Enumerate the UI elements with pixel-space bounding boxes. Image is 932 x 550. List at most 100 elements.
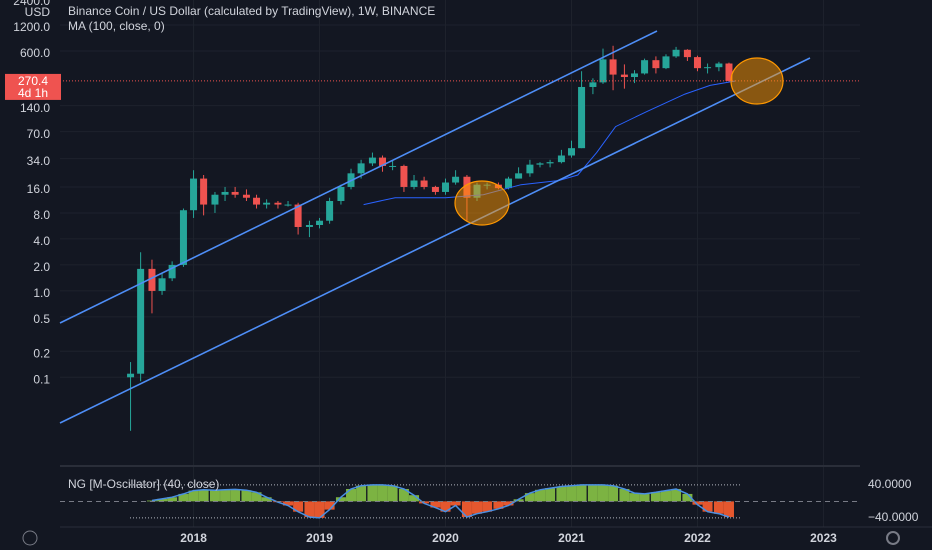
candle-body — [431, 186, 439, 192]
oscillator-bar — [556, 486, 567, 502]
zoom-icon[interactable] — [22, 530, 38, 546]
oscillator-bar — [535, 489, 545, 502]
candle-body — [620, 74, 628, 78]
oscillator-bar — [167, 497, 178, 502]
highlight-circle — [730, 57, 784, 105]
oscillator-bar — [293, 501, 304, 512]
price-tag — [5, 73, 61, 100]
candle-body — [546, 162, 554, 164]
candle-body — [253, 197, 261, 205]
oscillator-bar — [261, 497, 272, 502]
candle-body — [442, 182, 450, 192]
y-tick-label: 600.0 — [20, 46, 50, 60]
candle-body — [242, 194, 250, 198]
channel-upper — [59, 30, 658, 324]
oscillator-bar — [513, 499, 524, 502]
candle-body — [337, 186, 345, 201]
x-tick-label: 2020 — [432, 531, 459, 545]
candle-body — [137, 268, 145, 374]
candle-body — [294, 204, 302, 227]
candle-body — [168, 264, 176, 279]
oscillator-bar — [251, 492, 262, 502]
candle-body — [452, 176, 460, 183]
oscillator-bar — [587, 484, 598, 502]
candle-body — [641, 60, 649, 74]
oscillator-bar — [419, 501, 430, 504]
candle-body — [148, 268, 156, 291]
y-tick-label: 2.0 — [33, 260, 50, 274]
oscillator-bar — [576, 484, 587, 502]
candle-body — [704, 67, 712, 69]
candle-body — [179, 210, 187, 265]
y-tick-label: 4.0 — [33, 234, 50, 248]
oscillator-bar — [314, 501, 325, 518]
oscillator-bar — [660, 490, 671, 502]
candle-body — [567, 148, 575, 156]
oscillator-bar — [304, 501, 315, 518]
y-tick-label: 0.1 — [33, 372, 50, 386]
candle-body — [357, 163, 365, 174]
oscillator-bar — [335, 497, 346, 502]
candle-body — [526, 164, 534, 174]
y-tick-label: 8.0 — [33, 208, 50, 222]
oscillator-bar — [178, 493, 189, 502]
oscillator-bar — [356, 485, 367, 502]
price-tag-value: 270.4 — [18, 74, 48, 88]
drawings: Binance Coin / US Dollar (calculated by … — [5, 0, 932, 546]
candle-body — [420, 180, 428, 187]
oscillator-bar — [450, 501, 461, 506]
oscillator-bar — [220, 489, 231, 502]
oscillator-bar — [472, 501, 483, 514]
candle-body — [515, 173, 523, 179]
oscillator-bar — [377, 484, 388, 502]
x-tick-label: 2023 — [810, 531, 837, 545]
oscillator-bar — [493, 501, 504, 509]
oscillator-bar — [597, 484, 608, 502]
oscillator-bar — [188, 490, 199, 502]
oscillator-bar — [713, 501, 724, 514]
oscillator-bar — [650, 492, 661, 502]
oscillator-bar — [461, 501, 472, 518]
candle-body — [305, 224, 313, 227]
oscillator-bar — [566, 485, 577, 502]
candle-body — [589, 82, 597, 87]
candle-body — [662, 56, 670, 69]
candle-body — [672, 49, 680, 57]
candle-body — [221, 191, 229, 195]
oscillator-bar — [198, 489, 209, 502]
oscillator-line — [151, 484, 730, 519]
y-tick-label: 16.0 — [27, 182, 51, 196]
ma-legend: MA (100, close, 0) — [68, 19, 165, 33]
oscillator-bar — [346, 488, 357, 502]
candle-body — [316, 220, 324, 225]
y-tick-label: 1.0 — [33, 286, 50, 300]
y-tick-label: 0.5 — [33, 312, 50, 326]
y2-tick-label: 40.0000 — [868, 477, 912, 491]
y-tick-label: 2400.0 — [13, 0, 50, 8]
candle-body — [715, 63, 723, 68]
oscillator-bar — [209, 490, 220, 502]
candle-body — [231, 191, 239, 195]
oscillator-bar — [639, 493, 650, 502]
oscillator-bar — [324, 501, 335, 510]
candle-body — [536, 163, 544, 165]
channel-lower — [59, 57, 811, 424]
settings-icon[interactable] — [886, 531, 900, 545]
currency-label: USD — [25, 5, 51, 19]
candle-body — [284, 204, 292, 206]
price-tag-countdown: 4d 1h — [18, 86, 48, 100]
oscillator-bar — [682, 493, 693, 502]
candle-body — [190, 178, 198, 211]
x-tick-label: 2018 — [180, 531, 207, 545]
oscillator-bar — [671, 488, 682, 502]
chart-title: Binance Coin / US Dollar (calculated by … — [68, 4, 435, 18]
candle-body — [578, 86, 586, 149]
x-tick-label: 2021 — [558, 531, 585, 545]
y-tick-label: 0.2 — [33, 346, 50, 360]
x-tick-label: 2019 — [306, 531, 333, 545]
candle-body — [725, 63, 733, 81]
oscillator-bar — [692, 501, 703, 505]
oscillator-bar — [241, 490, 252, 502]
y-tick-label: 1200.0 — [13, 20, 50, 34]
